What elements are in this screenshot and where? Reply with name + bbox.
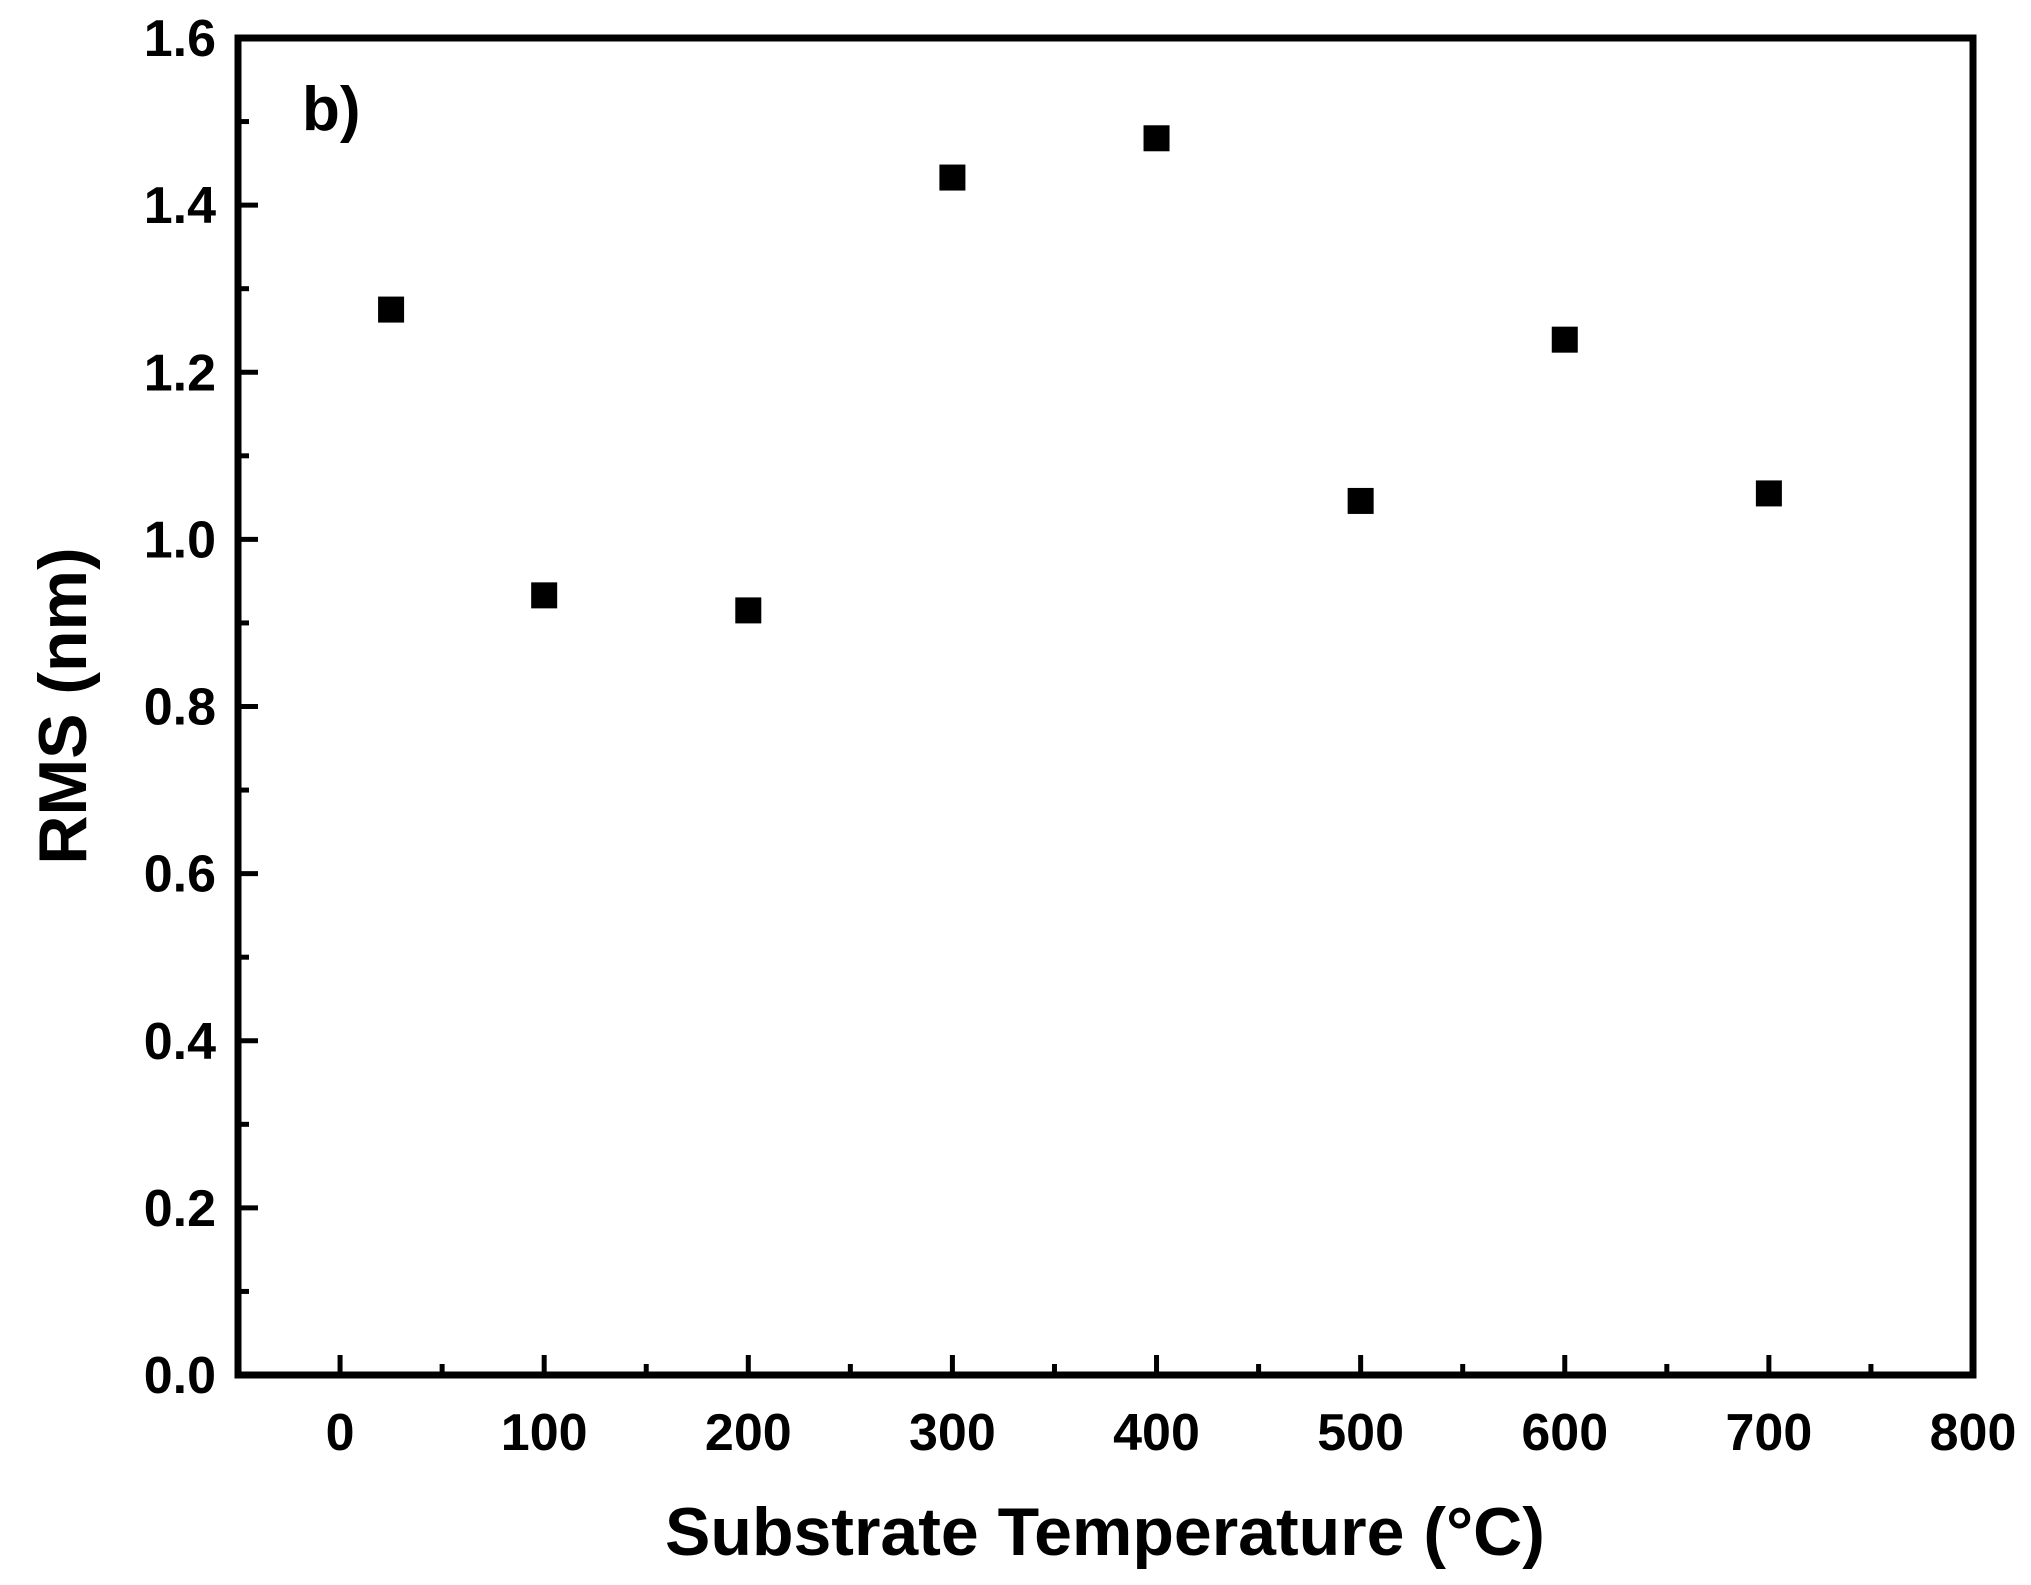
axis-ticks [238,119,1874,1375]
x-tick-label: 300 [909,1404,996,1462]
x-tick-label: 500 [1317,1404,1404,1462]
y-tick-label: 1.0 [144,511,216,569]
x-tick-label: 700 [1725,1404,1812,1462]
x-tick-label: 600 [1521,1404,1608,1462]
y-tick-label: 0.6 [144,846,216,904]
y-tick-label: 1.4 [144,177,216,235]
y-axis-title: RMS (nm) [25,547,101,864]
x-tick-label: 400 [1113,1404,1200,1462]
data-point [1755,480,1782,507]
data-point [939,164,966,191]
x-tick-label: 0 [326,1404,355,1462]
data-point [1551,326,1578,353]
plot-frame [234,34,1977,1379]
data-point [378,296,405,323]
y-tick-label: 0.4 [144,1013,216,1071]
data-point [735,597,762,624]
axis-tick-labels: 0 100 200 300 400 500 600 700 800 0.0 0.2 0.4 0.6 0.8… [144,10,2017,1462]
data-point [1347,487,1374,514]
y-tick-label: 1.2 [144,344,216,402]
data-point [531,582,558,609]
x-axis-title: Substrate Temperature (°C) [665,1494,1545,1570]
y-tick-label: 0.8 [144,679,216,737]
y-tick-label: 0.0 [144,1347,216,1405]
panel-label: b) [302,75,361,144]
x-tick-label: 800 [1930,1404,2017,1462]
data-point [1143,125,1170,152]
y-tick-label: 1.6 [144,10,216,68]
x-tick-label: 200 [705,1404,792,1462]
y-tick-label: 0.2 [144,1180,216,1238]
x-tick-label: 100 [501,1404,588,1462]
data-points [378,125,1782,624]
